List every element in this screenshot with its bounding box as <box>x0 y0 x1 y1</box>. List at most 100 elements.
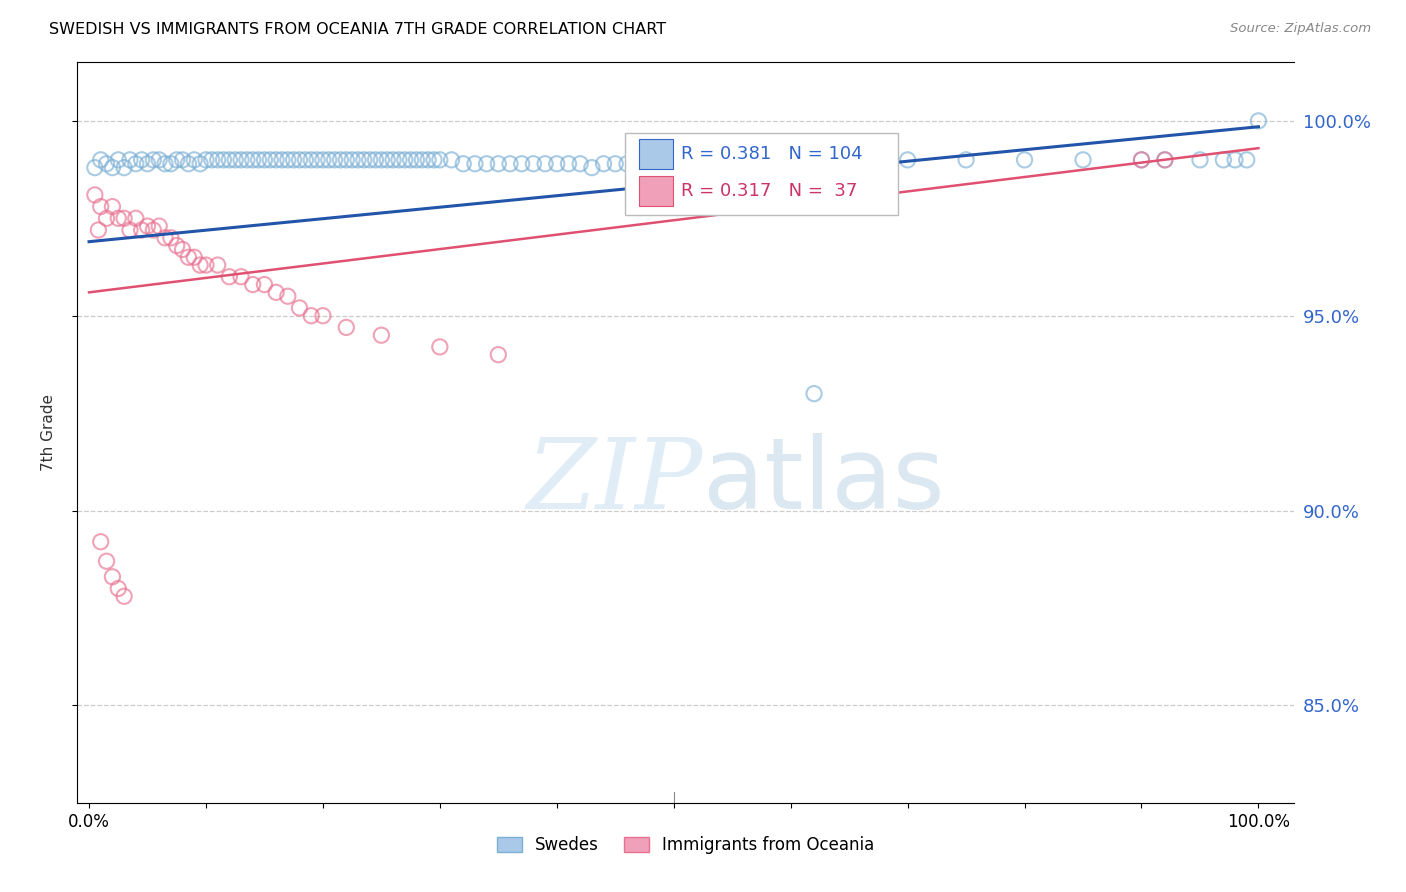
Point <box>312 153 335 167</box>
Point <box>112 161 135 175</box>
Point <box>399 153 422 167</box>
Point <box>101 200 124 214</box>
Point <box>299 309 322 323</box>
Point <box>294 153 316 167</box>
Point <box>218 269 240 284</box>
Point <box>640 157 662 171</box>
Point <box>218 153 240 167</box>
Point <box>112 589 135 603</box>
Point <box>451 157 474 171</box>
Point <box>522 157 544 171</box>
Point <box>153 157 176 171</box>
Point <box>1130 153 1153 167</box>
Point <box>166 153 188 167</box>
Point <box>370 153 392 167</box>
Point <box>510 157 533 171</box>
Point <box>194 153 217 167</box>
Point <box>394 153 416 167</box>
Point <box>96 211 118 226</box>
Point <box>242 153 264 167</box>
Point <box>90 153 112 167</box>
Point <box>107 153 129 167</box>
Point <box>247 153 270 167</box>
Point <box>288 153 311 167</box>
Point <box>581 161 603 175</box>
Point <box>125 211 148 226</box>
Point <box>375 153 398 167</box>
Point <box>224 153 246 167</box>
Point <box>405 153 427 167</box>
Point <box>96 157 118 171</box>
Point <box>318 153 340 167</box>
Point <box>136 219 159 233</box>
Point <box>148 219 170 233</box>
Point <box>172 153 194 167</box>
Point <box>188 258 211 272</box>
Point <box>172 243 194 257</box>
Point <box>486 157 509 171</box>
Point <box>183 153 205 167</box>
Point <box>382 153 405 167</box>
Point <box>90 534 112 549</box>
Point <box>87 223 110 237</box>
Point <box>131 223 153 237</box>
Point <box>1236 153 1258 167</box>
Point <box>464 157 486 171</box>
Point <box>546 157 568 171</box>
Point <box>229 153 252 167</box>
Point <box>475 157 498 171</box>
Point <box>236 153 259 167</box>
Point <box>1154 153 1177 167</box>
Point <box>340 153 363 167</box>
Point <box>329 153 352 167</box>
Point <box>838 157 860 171</box>
Point <box>323 153 346 167</box>
Point <box>388 153 411 167</box>
Point <box>569 157 592 171</box>
Point <box>112 211 135 226</box>
Text: ZIP: ZIP <box>527 434 703 529</box>
Point <box>307 153 329 167</box>
Point <box>142 153 165 167</box>
Point <box>1223 153 1246 167</box>
Point <box>370 328 392 343</box>
Point <box>207 258 229 272</box>
Point <box>335 153 357 167</box>
Point <box>194 258 217 272</box>
Point <box>616 157 638 171</box>
Point <box>259 153 281 167</box>
Point <box>1154 153 1177 167</box>
Point <box>212 153 235 167</box>
Text: R = 0.317   N =  37: R = 0.317 N = 37 <box>682 182 858 201</box>
Point <box>131 153 153 167</box>
Point <box>429 340 451 354</box>
Point <box>118 153 141 167</box>
Point <box>1130 153 1153 167</box>
Point <box>229 269 252 284</box>
Text: SWEDISH VS IMMIGRANTS FROM OCEANIA 7TH GRADE CORRELATION CHART: SWEDISH VS IMMIGRANTS FROM OCEANIA 7TH G… <box>49 22 666 37</box>
Point <box>207 153 229 167</box>
Point <box>486 348 509 362</box>
Point <box>429 153 451 167</box>
Point <box>90 200 112 214</box>
Point <box>177 250 200 264</box>
Point <box>83 188 105 202</box>
Point <box>271 153 294 167</box>
Point <box>118 223 141 237</box>
Point <box>312 309 335 323</box>
Point <box>411 153 433 167</box>
Point <box>418 153 440 167</box>
Point <box>283 153 305 167</box>
Y-axis label: 7th Grade: 7th Grade <box>42 394 56 471</box>
Point <box>188 157 211 171</box>
Point <box>264 285 287 300</box>
Point <box>1071 153 1094 167</box>
Point <box>779 157 801 171</box>
Point <box>662 157 685 171</box>
Point <box>1188 153 1211 167</box>
Point <box>353 153 375 167</box>
Point <box>277 289 299 303</box>
Point <box>277 153 299 167</box>
Point <box>96 554 118 568</box>
Point <box>253 153 276 167</box>
